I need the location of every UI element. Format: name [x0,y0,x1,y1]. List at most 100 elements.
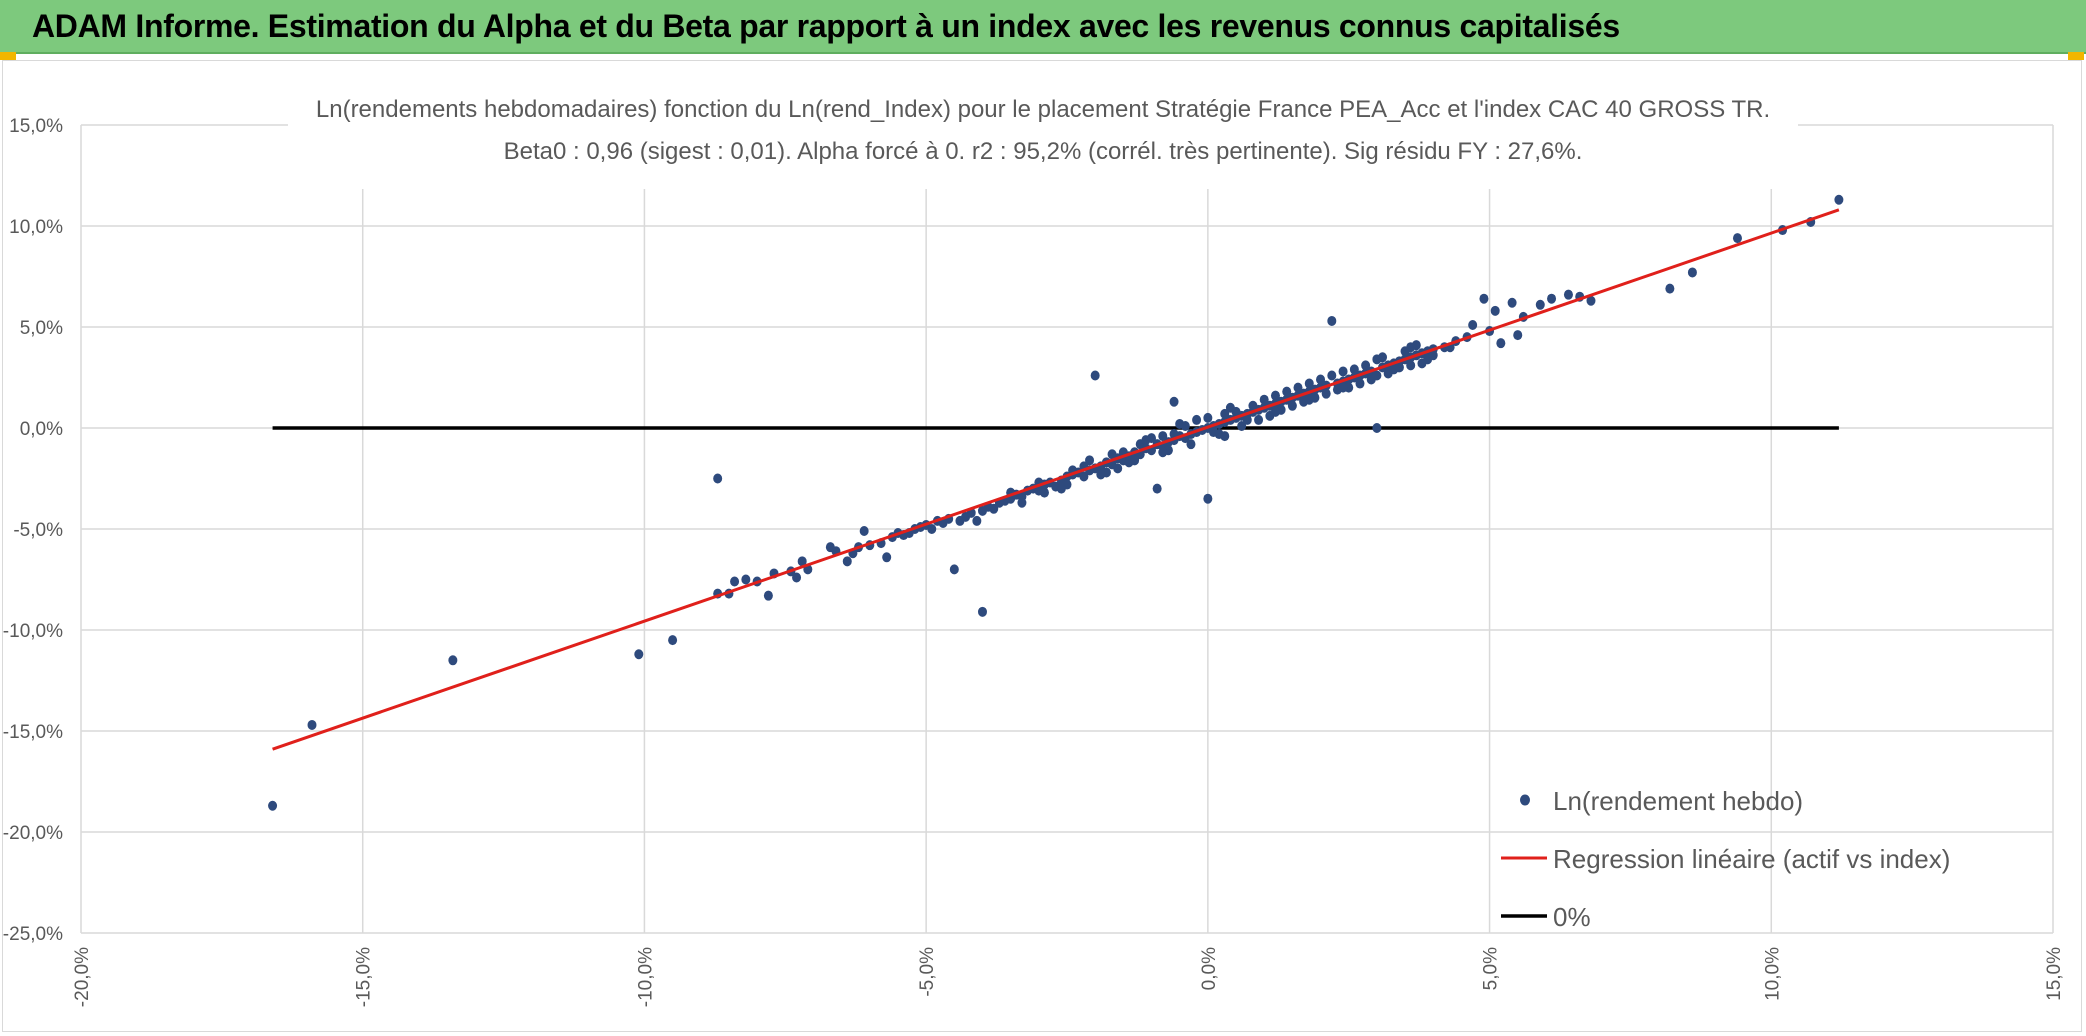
scatter-point [797,556,807,567]
scatter-point [741,574,751,585]
scatter-point [1304,378,1314,389]
chart-container: -25,0% -20,0% -15,0% -10,0% -5,0% 0,0% 5,0% 10,… [2,60,2082,1032]
legend-label-zero: 0% [1553,902,1591,932]
y-tick-label: -25,0% [3,924,63,945]
y-tick-label: 5,0% [20,318,63,339]
scatter-point [448,655,458,666]
regression-line [272,208,1840,751]
scatter-point [1017,497,1027,508]
x-tick-label: -5,0% [917,947,938,997]
scatter-point [1468,319,1478,330]
scatter-point [713,473,723,484]
scatter-point [1428,350,1438,361]
scatter-point [1355,378,1365,389]
scatter-point [1113,463,1123,474]
scatter-point [668,635,678,646]
scatter-point [1270,390,1280,401]
scatter-point [1039,487,1049,498]
scatter-point [1338,366,1348,377]
scatter-point [1327,315,1337,326]
scatter-point [634,649,644,660]
scatter-point [1287,400,1297,411]
header-banner: ADAM Informe. Estimation du Alpha et du … [0,0,2086,54]
x-tick-label: 10,0% [1762,947,1783,1001]
y-tick-label: -10,0% [3,621,63,642]
scatter-point [927,524,937,534]
y-tick-label: -15,0% [3,722,63,743]
scatter-point [1130,455,1140,466]
x-tick-label: 15,0% [2044,947,2065,1001]
scatter-point [882,552,892,563]
chart-title: Ln(rendements hebdomadaires) fonction du… [316,96,1770,123]
scatter-point [1732,233,1742,244]
resize-handle-right[interactable] [2068,52,2084,60]
scatter-point [1496,338,1506,349]
scatter-point [1282,386,1292,397]
scatter-point [1147,433,1157,444]
y-tick-label: 15,0% [9,116,63,137]
scatter-point [1158,447,1168,458]
scatter-point [1085,455,1095,466]
scatter-point [1563,289,1573,300]
scatter-point [307,719,317,730]
scatter-point [972,515,982,526]
scatter-point [1383,368,1393,379]
scatter-point [1186,439,1196,450]
scatter-point [1304,394,1314,405]
scatter-point [1203,493,1213,504]
scatter-point [1152,483,1162,494]
scatter-point [1208,427,1218,438]
scatter-point [1535,299,1545,310]
page-title: ADAM Informe. Estimation du Alpha et du … [32,8,1620,44]
scatter-point [1361,360,1371,371]
scatter-point [1479,293,1489,304]
scatter-point [1254,414,1264,425]
scatter-point [1220,431,1230,442]
scatter-point [1079,471,1089,482]
scatter-point [763,590,773,601]
scatter-point [1513,330,1523,341]
scatter-point [1270,406,1280,417]
legend-label-regression: Regression linéaire (actif vs index) [1553,844,1950,874]
chart-subtitle: Beta0 : 0,96 (sigest : 0,01). Alpha forc… [504,138,1583,165]
x-tick-label: -20,0% [72,947,93,1007]
scatter-point [1056,483,1066,494]
y-tick-label: 10,0% [9,217,63,238]
legend-marker-scatter [1520,794,1530,806]
scatter-point [1203,412,1213,423]
scatter-point [1231,406,1241,417]
scatter-point [989,503,999,514]
scatter-point [1192,414,1202,425]
x-tick-label: -10,0% [635,947,656,1007]
y-tick-label: -20,0% [3,823,63,844]
scatter-point [1169,396,1179,407]
scatter-point [792,572,802,583]
scatter-point [1400,346,1410,357]
scatter-chart: -25,0% -20,0% -15,0% -10,0% -5,0% 0,0% 5,0% 10,… [3,79,2065,1007]
scatter-point [1507,297,1517,308]
scatter-point [1349,364,1359,375]
scatter-point [1096,469,1106,480]
y-tick-label: -5,0% [13,520,63,541]
x-tick-label: 0,0% [1199,947,1220,990]
scatter-point [1248,400,1258,411]
scatter-point [1316,374,1326,385]
scatter-point [1293,382,1303,393]
y-tick-label: 0,0% [20,419,63,440]
scatter-point [1547,293,1557,304]
scatter-point [842,556,852,567]
scatter-point [949,564,959,575]
scatter-point [977,606,987,617]
scatter-point [1834,194,1844,205]
scatter-point [859,526,869,537]
scatter-point [1321,388,1331,399]
resize-handle-left[interactable] [0,52,16,60]
scatter-point [1394,362,1404,373]
scatter-point [1338,382,1348,393]
scatter-point [1372,370,1382,381]
scatter-point [1378,352,1388,363]
scatter-point [1586,295,1596,306]
scatter-point [1180,420,1190,431]
scatter-point [1158,431,1168,442]
scatter-point [1242,414,1252,425]
